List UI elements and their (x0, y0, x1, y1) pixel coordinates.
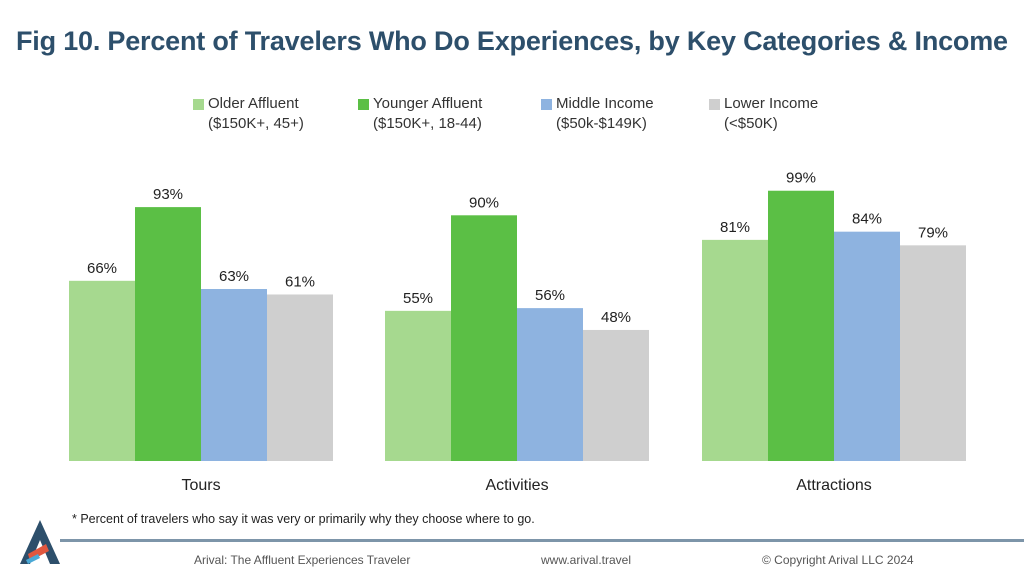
legend-swatch (358, 99, 369, 110)
category-label: Activities (485, 477, 548, 494)
data-label: 99% (786, 170, 816, 187)
data-label: 84% (852, 211, 882, 228)
legend-swatch (541, 99, 552, 110)
legend-label: Older Affluent (208, 95, 299, 112)
data-label: 63% (219, 268, 249, 285)
footer-source: Arival: The Affluent Experiences Travele… (194, 553, 411, 567)
footer-copyright: © Copyright Arival LLC 2024 (762, 553, 914, 567)
chart-title: Fig 10. Percent of Travelers Who Do Expe… (16, 26, 1008, 56)
bar-tours-series-3 (267, 294, 333, 461)
data-label: 56% (535, 287, 565, 304)
data-label: 93% (153, 186, 183, 203)
category-label: Tours (181, 477, 220, 494)
bar-tours-series-2 (201, 289, 267, 461)
category-label: Attractions (796, 477, 872, 494)
footer-divider (60, 539, 1024, 542)
legend-sublabel: ($150K+, 45+) (208, 115, 304, 132)
bar-attractions-series-1 (768, 190, 834, 462)
legend-label: Lower Income (724, 95, 819, 112)
arival-a-logo-icon (20, 520, 60, 564)
legend-sublabel: ($150K+, 18-44) (373, 115, 482, 132)
data-label: 61% (285, 273, 315, 290)
legend-sublabel: ($50k-$149K) (556, 115, 647, 132)
bar-activities-series-1 (451, 215, 517, 461)
data-label: 55% (403, 290, 433, 307)
bar-attractions-series-0 (702, 239, 768, 461)
legend-label: Middle Income (556, 95, 654, 112)
bar-chart: 66% 93% 63% 61% Tours 55% 90% 56% 48% Activities 8… (60, 170, 984, 494)
legend-swatch (709, 99, 720, 110)
legend-sublabel: (<$50K) (724, 115, 778, 132)
footnote: * Percent of travelers who say it was ve… (72, 512, 535, 526)
bar-attractions-series-2 (834, 231, 900, 461)
bar-tours-series-0 (69, 280, 135, 461)
bar-tours-series-1 (135, 207, 201, 461)
data-label: 48% (601, 309, 631, 326)
bar-activities-series-3 (583, 329, 649, 461)
footer-website: www.arival.travel (541, 553, 632, 567)
bar-activities-series-0 (385, 310, 451, 461)
data-label: 79% (918, 224, 948, 241)
bar-activities-series-2 (517, 308, 583, 461)
legend-label: Younger Affluent (373, 95, 483, 112)
data-label: 66% (87, 260, 117, 277)
bar-attractions-series-3 (900, 245, 966, 461)
data-label: 90% (469, 194, 499, 211)
data-label: 81% (720, 219, 750, 236)
legend: Older Affluent ($150K+, 45+) Younger Aff… (0, 94, 1024, 144)
legend-swatch (193, 99, 204, 110)
